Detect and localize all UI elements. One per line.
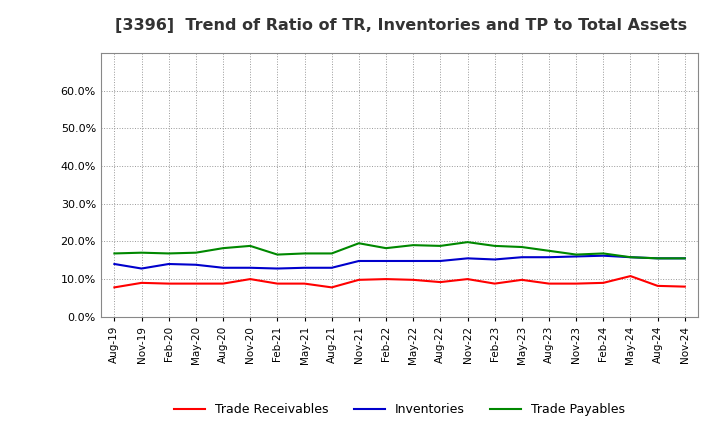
Trade Payables bbox=[518, 244, 526, 249]
Trade Payables bbox=[490, 243, 499, 249]
Trade Payables bbox=[599, 251, 608, 256]
Inventories bbox=[246, 265, 255, 271]
Trade Payables bbox=[273, 252, 282, 257]
Trade Receivables bbox=[300, 281, 309, 286]
Inventories bbox=[300, 265, 309, 271]
Inventories bbox=[436, 258, 445, 264]
Trade Payables bbox=[409, 242, 418, 248]
Inventories bbox=[409, 258, 418, 264]
Trade Payables bbox=[219, 246, 228, 251]
Trade Payables bbox=[382, 246, 390, 251]
Line: Trade Payables: Trade Payables bbox=[114, 242, 685, 258]
Trade Payables bbox=[463, 239, 472, 245]
Inventories bbox=[354, 258, 363, 264]
Inventories bbox=[599, 253, 608, 258]
Trade Receivables bbox=[192, 281, 200, 286]
Trade Receivables bbox=[328, 285, 336, 290]
Trade Payables bbox=[246, 243, 255, 249]
Trade Payables bbox=[164, 251, 173, 256]
Trade Receivables bbox=[463, 276, 472, 282]
Trade Receivables bbox=[572, 281, 580, 286]
Trade Payables bbox=[680, 256, 689, 261]
Trade Receivables bbox=[436, 279, 445, 285]
Trade Payables bbox=[653, 256, 662, 261]
Line: Trade Receivables: Trade Receivables bbox=[114, 276, 685, 287]
Trade Payables bbox=[192, 250, 200, 255]
Trade Receivables bbox=[219, 281, 228, 286]
Trade Payables bbox=[328, 251, 336, 256]
Inventories bbox=[219, 265, 228, 271]
Inventories bbox=[626, 255, 635, 260]
Trade Receivables bbox=[653, 283, 662, 289]
Trade Payables bbox=[110, 251, 119, 256]
Inventories bbox=[490, 257, 499, 262]
Trade Payables bbox=[626, 255, 635, 260]
Inventories bbox=[680, 256, 689, 261]
Trade Receivables bbox=[138, 280, 146, 286]
Trade Payables bbox=[545, 248, 554, 253]
Trade Payables bbox=[572, 252, 580, 257]
Trade Receivables bbox=[246, 276, 255, 282]
Trade Receivables bbox=[110, 285, 119, 290]
Trade Receivables bbox=[273, 281, 282, 286]
Trade Payables bbox=[138, 250, 146, 255]
Trade Payables bbox=[436, 243, 445, 249]
Trade Receivables bbox=[626, 273, 635, 279]
Trade Receivables bbox=[409, 277, 418, 282]
Trade Receivables bbox=[518, 277, 526, 282]
Inventories bbox=[518, 255, 526, 260]
Trade Receivables bbox=[382, 276, 390, 282]
Inventories bbox=[572, 254, 580, 259]
Inventories bbox=[138, 266, 146, 271]
Inventories bbox=[164, 261, 173, 267]
Trade Payables bbox=[300, 251, 309, 256]
Line: Inventories: Inventories bbox=[114, 256, 685, 268]
Trade Receivables bbox=[680, 284, 689, 289]
Trade Receivables bbox=[545, 281, 554, 286]
Inventories bbox=[192, 262, 200, 268]
Inventories bbox=[382, 258, 390, 264]
Legend: Trade Receivables, Inventories, Trade Payables: Trade Receivables, Inventories, Trade Pa… bbox=[169, 399, 630, 422]
Inventories bbox=[653, 256, 662, 261]
Trade Receivables bbox=[354, 277, 363, 282]
Trade Payables bbox=[354, 241, 363, 246]
Inventories bbox=[463, 256, 472, 261]
Trade Receivables bbox=[599, 280, 608, 286]
Trade Receivables bbox=[490, 281, 499, 286]
Inventories bbox=[110, 261, 119, 267]
Text: [3396]  Trend of Ratio of TR, Inventories and TP to Total Assets: [3396] Trend of Ratio of TR, Inventories… bbox=[115, 18, 688, 33]
Trade Receivables bbox=[164, 281, 173, 286]
Inventories bbox=[273, 266, 282, 271]
Inventories bbox=[328, 265, 336, 271]
Inventories bbox=[545, 255, 554, 260]
